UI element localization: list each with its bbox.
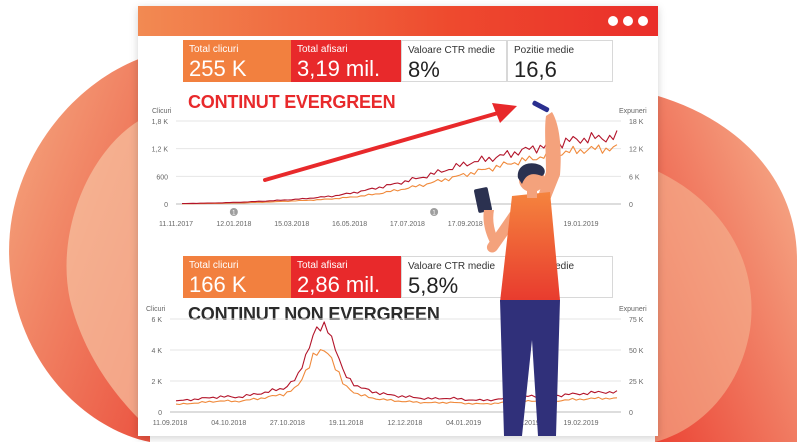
y-tick-label-right: 0: [629, 410, 633, 417]
x-tick-label: 27.10.2018: [270, 420, 305, 427]
menu-dot: [623, 16, 633, 26]
metric-value: 3,19 mil.: [297, 56, 381, 81]
y-tick-label-right: 12 K: [629, 147, 644, 154]
metric-label: Valoare CTR medie: [408, 261, 496, 272]
person-illustration: [474, 100, 561, 436]
x-tick-label: 11.11.2017: [159, 221, 193, 228]
y-tick-label-left: 6 K: [151, 317, 162, 324]
x-tick-label: 04.10.2018: [211, 420, 246, 427]
metric-label: Total clicuri: [189, 44, 239, 55]
menu-dot: [638, 16, 648, 26]
x-tick-label: 19.11.2018: [329, 420, 364, 427]
y-tick-label-left: 4 K: [151, 348, 162, 355]
metric-total-clicks[interactable]: Total clicuri 255 K: [183, 40, 291, 82]
trend-arrow: [263, 103, 517, 182]
metric-label: Total clicuri: [189, 260, 239, 271]
panel-heading-evergreen: CONTINUT EVERGREEN: [188, 92, 396, 112]
background-blob-right-inner: [655, 170, 752, 442]
y-tick-label-left: 1,8 K: [152, 119, 169, 126]
y-tick-label-right: 0: [629, 202, 633, 209]
chart-non-evergreen: 0 0 2 K 25 K 4 K 50 K 6 K 75 K Clicuri Expuneri 11…: [146, 306, 647, 427]
y-tick-label-right: 25 K: [629, 379, 644, 386]
series-line-clicks: [182, 130, 618, 205]
metric-total-impressions[interactable]: Total afisari 3,19 mil.: [291, 40, 401, 82]
metric-average-ctr[interactable]: Valoare CTR medie 5,8%: [401, 256, 507, 298]
y-tick-label-left: 1,2 K: [152, 147, 169, 154]
x-tick-label: 16.05.2018: [332, 221, 367, 228]
annotation-marker: [229, 208, 238, 216]
metric-value: 8%: [408, 57, 440, 82]
metric-total-clicks[interactable]: Total clicuri 166 K: [183, 256, 291, 298]
x-tick-label: 19.02.2019: [563, 420, 598, 427]
y-tick-label-left: 600: [156, 174, 168, 181]
dashboard-window: Total clicuri 255 K Total afisari 3,19 m…: [138, 6, 658, 436]
y-tick-label-right: 18 K: [629, 119, 644, 126]
y-tick-label-left: 0: [164, 202, 168, 209]
metric-label: Pozitie medie: [514, 45, 575, 56]
metric-total-impressions[interactable]: Total afisari 2,86 mil.: [291, 256, 401, 298]
metric-value: 255 K: [189, 56, 247, 81]
metrics-row-evergreen: Total clicuri 255 K Total afisari 3,19 m…: [183, 40, 613, 82]
menu-dot: [608, 16, 618, 26]
metric-label: Valoare CTR medie: [408, 45, 496, 56]
x-tick-label: 12.01.2018: [216, 221, 251, 228]
y-tick-label-right: 75 K: [629, 317, 644, 324]
metric-value: 166 K: [189, 272, 247, 297]
x-tick-label: 17.07.2018: [390, 221, 425, 228]
x-tick-label: 15.03.2018: [274, 221, 309, 228]
series-line-impressions: [181, 144, 618, 205]
three-dots-icon[interactable]: [608, 16, 648, 26]
window-titlebar: [138, 6, 658, 36]
metric-value: 5,8%: [408, 273, 459, 298]
annotation-marker-label: 1: [432, 211, 436, 217]
background-blob-left-inner: [66, 120, 140, 420]
x-tick-label: 04.01.2019: [446, 420, 481, 427]
x-tick-label: 12.12.2018: [387, 420, 422, 427]
y-axis-title-left: Clicuri: [152, 108, 172, 115]
y-tick-label-left: 2 K: [151, 379, 162, 386]
y-axis-title-right: Expuneri: [619, 108, 647, 115]
metric-value: 16,6: [514, 57, 557, 82]
y-tick-label-right: 6 K: [629, 174, 640, 181]
x-tick-label: 17.09.2018: [448, 221, 483, 228]
y-axis-title-right: Expuneri: [619, 306, 647, 313]
metric-label: Total afisari: [297, 260, 348, 271]
metric-average-position[interactable]: Pozitie medie 16,6: [507, 40, 613, 82]
metric-average-ctr[interactable]: Valoare CTR medie 8%: [401, 40, 507, 82]
y-axis-title-left: Clicuri: [146, 306, 166, 313]
annotation-marker-label: 1: [232, 211, 236, 217]
metric-value: 2,86 mil.: [297, 272, 381, 297]
y-tick-label-right: 50 K: [629, 348, 644, 355]
x-tick-label: 19.01.2019: [563, 221, 598, 228]
y-tick-label-left: 0: [158, 410, 162, 417]
chart-evergreen: 0 0 600 6 K 1,2 K 12 K 1,8 K 18 K Clicuri Expuner…: [152, 108, 647, 228]
metric-label: Total afisari: [297, 44, 348, 55]
x-tick-label: 11.09.2018: [153, 420, 188, 427]
annotation-marker: [430, 208, 439, 216]
